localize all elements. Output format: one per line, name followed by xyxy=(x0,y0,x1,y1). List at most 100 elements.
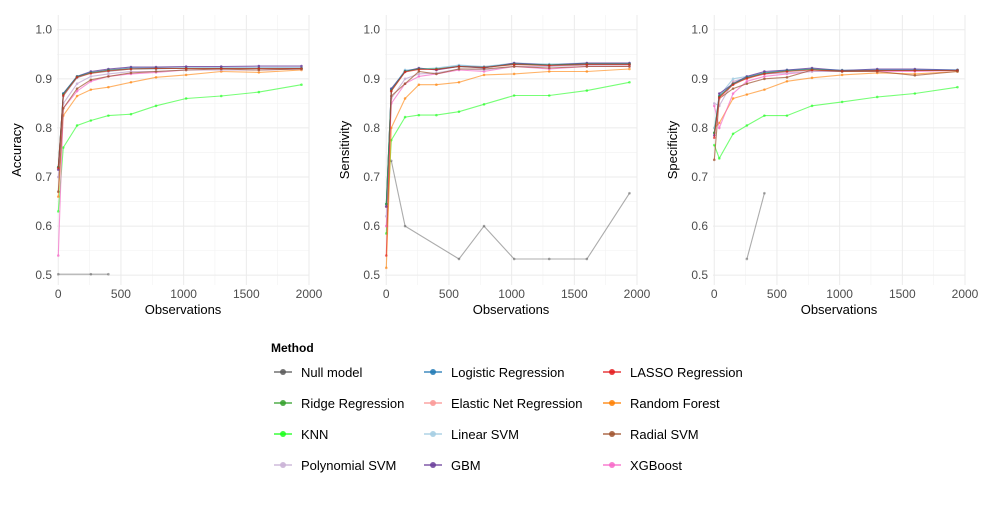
data-point xyxy=(731,77,735,81)
x-tick-label: 2000 xyxy=(624,287,651,301)
legend-title: Method xyxy=(271,341,314,355)
x-axis-title: Observations xyxy=(145,302,222,317)
y-tick-label: 0.9 xyxy=(35,72,52,86)
data-point xyxy=(184,73,188,77)
legend-label: Ridge Regression xyxy=(301,396,404,411)
data-point xyxy=(785,79,789,83)
data-point xyxy=(56,166,60,170)
legend-item-null-model: Null model xyxy=(274,365,363,380)
data-point xyxy=(107,69,110,73)
legend-key-point xyxy=(430,400,436,406)
series-logistic-regression xyxy=(56,66,303,169)
data-point xyxy=(785,70,789,73)
data-point xyxy=(745,124,749,127)
legend-label: XGBoost xyxy=(630,458,682,473)
data-point xyxy=(585,65,589,68)
data-point xyxy=(785,76,789,79)
data-point xyxy=(403,70,407,74)
data-point xyxy=(745,257,749,261)
series-line xyxy=(385,65,630,207)
y-tick-label: 0.5 xyxy=(35,268,52,282)
data-point xyxy=(763,191,766,195)
series-ridge-regression xyxy=(56,67,303,169)
data-point xyxy=(154,76,158,79)
y-tick-label: 0.9 xyxy=(363,72,380,86)
series-polynomial-svm xyxy=(384,63,631,218)
legend-key-point xyxy=(609,400,615,406)
data-point xyxy=(585,63,589,66)
data-point xyxy=(810,104,814,108)
legend-label: Radial SVM xyxy=(630,427,699,442)
series-random-forest xyxy=(384,67,631,270)
data-point xyxy=(628,191,631,195)
legend-label: Random Forest xyxy=(630,396,720,411)
legend-label: Linear SVM xyxy=(451,427,519,442)
data-point xyxy=(512,94,516,97)
data-point xyxy=(913,69,917,72)
legend-item-radial-svm: Radial SVM xyxy=(603,427,699,442)
data-point xyxy=(457,67,461,71)
data-point xyxy=(403,224,407,228)
data-point xyxy=(75,124,79,127)
data-point xyxy=(585,89,589,92)
y-tick-label: 0.5 xyxy=(691,268,708,282)
data-point xyxy=(257,71,261,74)
legend-item-gbm: GBM xyxy=(424,458,481,473)
y-axis-title: Accuracy xyxy=(9,123,24,177)
data-point xyxy=(56,254,60,257)
x-axis-title: Observations xyxy=(473,302,550,317)
series-radial-svm xyxy=(712,68,959,162)
data-point xyxy=(512,257,516,261)
data-point xyxy=(75,94,79,98)
legend-item-elastic-net-regression: Elastic Net Regression xyxy=(424,396,583,411)
series-radial-svm xyxy=(384,65,631,208)
data-point xyxy=(107,272,110,276)
data-point xyxy=(257,67,261,70)
series-gbm xyxy=(384,61,631,208)
data-point xyxy=(107,114,110,117)
data-point xyxy=(875,69,879,72)
data-point xyxy=(107,85,110,89)
y-axis-title: Sensitivity xyxy=(337,120,352,179)
data-point xyxy=(384,205,388,208)
series-line xyxy=(385,63,630,207)
legend-item-ridge-regression: Ridge Regression xyxy=(274,396,404,411)
series-polynomial-svm xyxy=(56,67,303,179)
legend-item-logistic-regression: Logistic Regression xyxy=(424,365,564,380)
legend-key-point xyxy=(430,369,436,375)
x-tick-label: 0 xyxy=(383,287,390,301)
series-null-model xyxy=(56,272,110,276)
x-tick-label: 2000 xyxy=(296,287,323,301)
data-point xyxy=(547,66,551,70)
data-point xyxy=(628,80,631,84)
data-point xyxy=(56,190,60,194)
data-point xyxy=(840,73,844,77)
data-point xyxy=(875,95,879,99)
data-point xyxy=(417,75,421,78)
data-point xyxy=(547,94,551,97)
data-point xyxy=(403,115,407,119)
data-point xyxy=(482,103,486,106)
legend-key-point xyxy=(430,431,436,437)
y-axis-title: Specificity xyxy=(665,120,680,179)
series-line xyxy=(385,64,630,256)
data-point xyxy=(457,257,461,261)
data-point xyxy=(482,224,486,228)
series-knn xyxy=(712,85,959,160)
data-point xyxy=(628,63,631,66)
series-elastic-net-regression xyxy=(56,66,303,169)
data-point xyxy=(75,76,79,79)
data-point xyxy=(840,69,844,73)
data-point xyxy=(435,72,438,76)
legend: Method Null model Logistic Regression LASS… xyxy=(271,341,743,473)
panel-accuracy: 0.5 0.6 0.7 0.8 0.9 1.0 0 500 1000 1500 2000 Observ… xyxy=(9,15,323,317)
data-point xyxy=(482,66,486,69)
legend-key-point xyxy=(280,462,286,468)
series-line xyxy=(57,68,302,256)
series-null-model xyxy=(745,191,766,261)
y-tick-label: 0.6 xyxy=(35,219,52,233)
data-point xyxy=(89,78,93,82)
data-point xyxy=(628,65,631,68)
legend-key-point xyxy=(609,431,615,437)
data-point xyxy=(89,88,93,91)
